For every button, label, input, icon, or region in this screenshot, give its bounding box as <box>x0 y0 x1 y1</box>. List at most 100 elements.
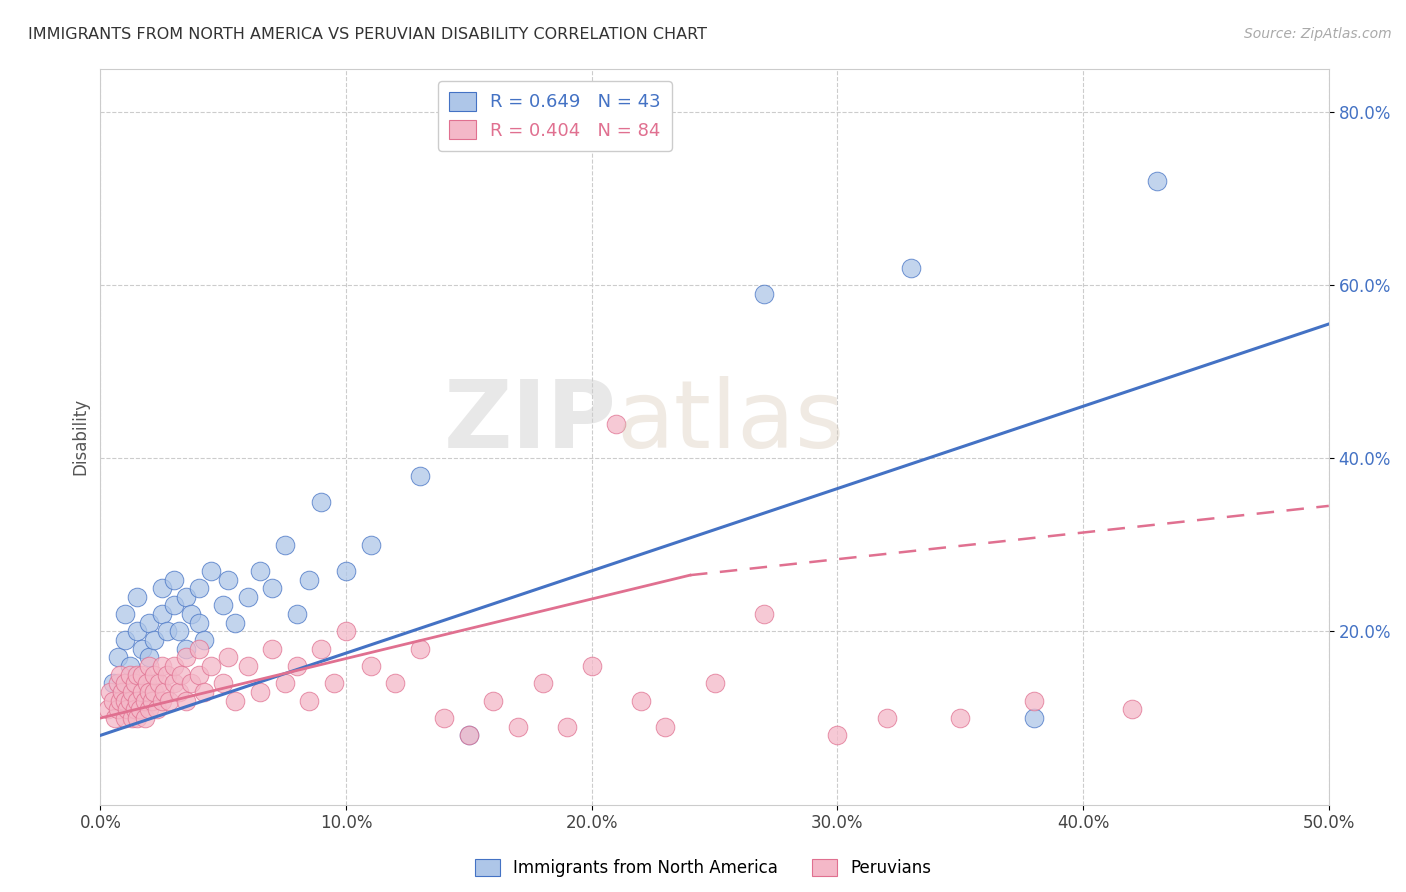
Point <box>555 720 578 734</box>
Point <box>298 694 321 708</box>
Point <box>146 702 169 716</box>
Text: IMMIGRANTS FROM NORTH AMERICA VS PERUVIAN DISABILITY CORRELATION CHART: IMMIGRANTS FROM NORTH AMERICA VS PERUVIA… <box>28 27 707 42</box>
Point <box>156 667 179 681</box>
Point <box>249 685 271 699</box>
Point <box>111 685 134 699</box>
Point <box>138 685 160 699</box>
Point <box>176 650 198 665</box>
Point <box>193 633 215 648</box>
Point <box>118 667 141 681</box>
Point <box>335 564 357 578</box>
Point <box>138 615 160 630</box>
Point <box>360 538 382 552</box>
Point <box>703 676 725 690</box>
Point <box>433 711 456 725</box>
Point <box>127 667 149 681</box>
Text: atlas: atlas <box>616 376 845 468</box>
Point <box>531 676 554 690</box>
Point <box>224 694 246 708</box>
Point <box>217 650 239 665</box>
Point <box>114 676 136 690</box>
Point <box>187 581 209 595</box>
Point <box>131 667 153 681</box>
Point <box>285 607 308 622</box>
Point <box>212 676 235 690</box>
Point <box>141 694 163 708</box>
Point <box>224 615 246 630</box>
Point <box>170 667 193 681</box>
Point <box>217 573 239 587</box>
Point <box>104 711 127 725</box>
Point <box>176 590 198 604</box>
Point <box>150 659 173 673</box>
Point <box>176 641 198 656</box>
Point <box>143 685 166 699</box>
Point <box>163 573 186 587</box>
Point <box>200 564 222 578</box>
Point <box>876 711 898 725</box>
Point <box>1022 711 1045 725</box>
Point <box>605 417 627 431</box>
Point <box>127 694 149 708</box>
Point <box>482 694 505 708</box>
Y-axis label: Disability: Disability <box>72 398 89 475</box>
Point <box>311 641 333 656</box>
Point <box>107 676 129 690</box>
Point <box>157 694 180 708</box>
Point <box>752 607 775 622</box>
Point <box>236 659 259 673</box>
Point <box>827 728 849 742</box>
Point <box>236 590 259 604</box>
Point <box>322 676 344 690</box>
Point <box>101 694 124 708</box>
Point <box>143 633 166 648</box>
Point <box>150 581 173 595</box>
Point <box>134 694 156 708</box>
Point <box>167 624 190 639</box>
Point <box>212 599 235 613</box>
Point <box>118 694 141 708</box>
Point <box>108 694 131 708</box>
Point <box>114 607 136 622</box>
Point <box>153 685 176 699</box>
Point <box>187 615 209 630</box>
Legend: Immigrants from North America, Peruvians: Immigrants from North America, Peruvians <box>468 852 938 884</box>
Point <box>138 650 160 665</box>
Point <box>107 650 129 665</box>
Point <box>108 667 131 681</box>
Point <box>101 676 124 690</box>
Point <box>187 667 209 681</box>
Point <box>121 711 143 725</box>
Point <box>127 624 149 639</box>
Text: Source: ZipAtlas.com: Source: ZipAtlas.com <box>1244 27 1392 41</box>
Point <box>148 676 170 690</box>
Point <box>121 685 143 699</box>
Point <box>98 685 121 699</box>
Point <box>124 702 146 716</box>
Point <box>457 728 479 742</box>
Point <box>311 494 333 508</box>
Point <box>1146 174 1168 188</box>
Point <box>654 720 676 734</box>
Point <box>150 607 173 622</box>
Point <box>273 676 295 690</box>
Point <box>200 659 222 673</box>
Point <box>111 685 134 699</box>
Point <box>752 286 775 301</box>
Point <box>262 641 284 656</box>
Point <box>506 720 529 734</box>
Point <box>150 694 173 708</box>
Point <box>114 694 136 708</box>
Point <box>409 468 432 483</box>
Point <box>118 659 141 673</box>
Text: ZIP: ZIP <box>443 376 616 468</box>
Point <box>360 659 382 673</box>
Point <box>384 676 406 690</box>
Point <box>581 659 603 673</box>
Point <box>298 573 321 587</box>
Point <box>114 633 136 648</box>
Point <box>949 711 972 725</box>
Point <box>1121 702 1143 716</box>
Point <box>457 728 479 742</box>
Point <box>134 711 156 725</box>
